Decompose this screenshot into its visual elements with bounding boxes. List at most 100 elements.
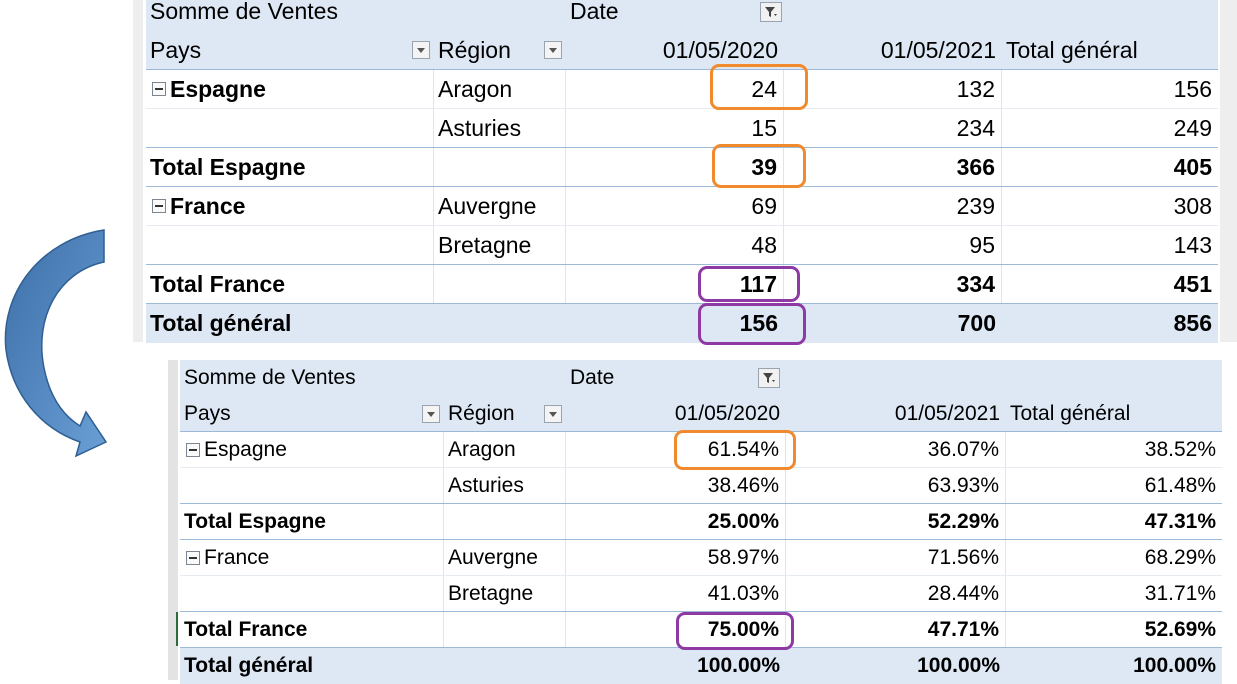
region-cell	[434, 265, 566, 303]
measure-label: Somme de Ventes	[184, 366, 356, 389]
collapse-minus-icon[interactable]	[186, 550, 200, 565]
date-field-label: Date	[570, 0, 619, 24]
curved-arrow-icon	[4, 229, 108, 458]
value-cell: 156	[1173, 75, 1212, 102]
region-header: Région	[444, 396, 566, 431]
value-cell: 63.93%	[786, 468, 1006, 503]
dropdown-icon[interactable]	[422, 404, 440, 423]
value-cell: 39	[566, 148, 784, 186]
value-cell: 100.00%	[697, 654, 780, 677]
highlight-box-purple	[698, 303, 806, 345]
value-cell: 68.29%	[1144, 545, 1216, 569]
value-cell: 156	[739, 310, 778, 336]
col-header-2020: 01/05/2020	[662, 36, 778, 63]
region-cell	[434, 148, 566, 186]
pays-cell: France	[204, 545, 270, 569]
grand-total-row: Total général 156 700 856	[146, 304, 1218, 343]
highlight-box-orange	[712, 144, 806, 188]
pays-cell: France	[170, 192, 246, 219]
region-cell: Aragon	[444, 432, 566, 467]
value-cell: 25.00%	[566, 504, 786, 539]
value-cell: 52.69%	[1144, 617, 1216, 641]
filter-icon[interactable]	[760, 1, 782, 22]
value-cell: 100.00%	[1133, 654, 1216, 677]
pivot-column-header-row: Pays Région 01/05/2020 01/05/2021 Total …	[180, 396, 1222, 432]
subtotal-row: Total Espagne 39 366 405	[146, 148, 1218, 187]
pays-cell: Espagne	[170, 75, 266, 102]
value-cell: 47.31%	[1144, 509, 1216, 533]
pays-header: Pays	[146, 31, 434, 69]
value-cell: 239	[784, 187, 1002, 225]
pays-cell: Espagne	[204, 437, 287, 461]
value-cell: 52.29%	[786, 504, 1006, 539]
region-cell: Aragon	[434, 70, 566, 108]
value-cell: 15	[566, 109, 784, 147]
value-cell: 28.44%	[786, 576, 1006, 611]
value-cell: 69	[566, 187, 784, 225]
value-cell: 47.71%	[786, 612, 1006, 647]
table-row: Asturies 38.46% 63.93% 61.48%	[180, 468, 1222, 504]
value-cell: 95	[784, 226, 1002, 264]
region-cell: Bretagne	[444, 576, 566, 611]
filter-icon[interactable]	[758, 368, 780, 388]
pays-cell	[180, 468, 444, 503]
value-cell: 24	[566, 70, 784, 108]
pays-cell: Total Espagne	[180, 504, 444, 539]
value-cell: 61.48%	[1144, 473, 1216, 497]
value-cell: 308	[1173, 192, 1212, 219]
value-cell: 38.46%	[566, 468, 786, 503]
value-cell: 75.00%	[566, 612, 786, 647]
pays-cell: Total France	[180, 612, 444, 647]
value-cell: 856	[1173, 310, 1212, 336]
region-cell	[444, 612, 566, 647]
dropdown-icon[interactable]	[544, 404, 562, 423]
pivot-column-header-row: Pays Région 01/05/2020 01/05/2021 Total …	[146, 31, 1218, 70]
col-header-2021: 01/05/2021	[880, 36, 996, 63]
highlight-box-orange	[710, 64, 808, 110]
value-cell: 234	[784, 109, 1002, 147]
collapse-minus-icon[interactable]	[152, 199, 166, 213]
pivot-table-percentages: Somme de Ventes Date Pays Région 01/05/2…	[180, 360, 1222, 684]
value-cell: 700	[957, 310, 996, 336]
pays-cell: Total général	[184, 654, 314, 677]
region-cell	[444, 504, 566, 539]
pays-cell: Total France	[146, 265, 434, 303]
value-cell: 36.07%	[786, 432, 1006, 467]
value-cell: 249	[1173, 114, 1212, 141]
sheet-row-header-strip	[168, 360, 178, 680]
value-cell: 143	[1173, 231, 1212, 258]
value-cell: 334	[784, 265, 1002, 303]
region-header: Région	[434, 31, 566, 69]
region-cell: Asturies	[444, 468, 566, 503]
sheet-row-header-strip	[133, 0, 143, 342]
value-cell: 38.52%	[1144, 437, 1216, 461]
value-cell: 31.71%	[1144, 581, 1216, 605]
value-cell: 366	[784, 148, 1002, 186]
col-header-2021: 01/05/2021	[894, 401, 1000, 425]
region-cell: Auvergne	[444, 540, 566, 575]
selected-row-marker	[176, 612, 178, 646]
region-cell	[444, 648, 566, 684]
highlight-box-purple	[676, 612, 794, 650]
dropdown-icon[interactable]	[544, 41, 562, 59]
region-cell: Auvergne	[434, 187, 566, 225]
table-row: Bretagne 48 95 143	[146, 226, 1218, 265]
col-header-2020: 01/05/2020	[674, 401, 780, 425]
measure-label: Somme de Ventes	[150, 0, 338, 24]
region-cell: Bretagne	[434, 226, 566, 264]
col-header-total: Total général	[1010, 401, 1131, 425]
value-cell: 48	[566, 226, 784, 264]
dropdown-icon[interactable]	[412, 41, 430, 59]
pivot-table-values: Somme de Ventes Date Pays Région 01/05/2…	[146, 0, 1218, 343]
region-cell	[434, 304, 566, 343]
table-row: Asturies 15 234 249	[146, 109, 1218, 148]
collapse-minus-icon[interactable]	[152, 82, 166, 96]
sheet-gap-right	[1220, 0, 1237, 342]
pays-cell	[146, 109, 434, 147]
table-row: France Auvergne 69 239 308	[146, 187, 1218, 226]
collapse-minus-icon[interactable]	[186, 442, 200, 457]
pays-cell: Total Espagne	[146, 148, 434, 186]
pivot-header-row: Somme de Ventes Date	[180, 360, 1222, 396]
value-cell: 100.00%	[917, 654, 1000, 677]
value-cell: 451	[1173, 270, 1212, 297]
